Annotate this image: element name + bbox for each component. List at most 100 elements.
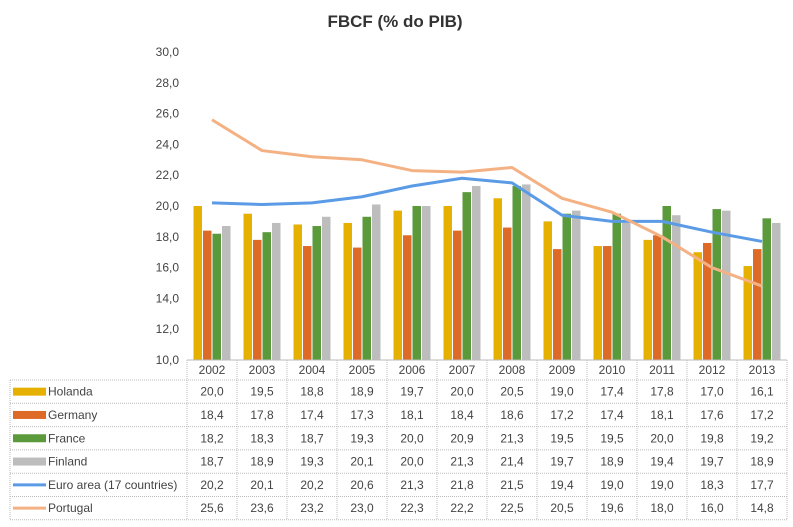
data-label: 20,0 — [400, 455, 424, 469]
y-tick-label: 18,0 — [156, 230, 180, 244]
bar-holanda — [443, 206, 452, 360]
data-label: 18,4 — [200, 408, 224, 422]
data-label: 17,2 — [550, 408, 574, 422]
bar-finland — [572, 210, 581, 360]
data-label: 17,8 — [250, 408, 274, 422]
y-tick-label: 12,0 — [156, 322, 180, 336]
x-tick-label: 2006 — [399, 363, 426, 377]
y-tick-label: 10,0 — [156, 353, 180, 367]
bar-france — [212, 233, 221, 360]
data-label: 20,0 — [450, 385, 474, 399]
bar-france — [262, 232, 271, 360]
data-label: 19,0 — [550, 385, 574, 399]
y-tick-label: 16,0 — [156, 261, 180, 275]
bar-france — [712, 209, 721, 360]
data-label: 19,7 — [700, 455, 724, 469]
bar-germany — [603, 246, 612, 360]
bar-holanda — [593, 246, 602, 360]
x-tick-label: 2011 — [649, 363, 675, 377]
data-label: 22,3 — [400, 501, 424, 515]
bar-germany — [253, 239, 262, 360]
x-tick-label: 2007 — [449, 363, 476, 377]
data-label: 19,8 — [700, 431, 724, 445]
bar-germany — [403, 235, 412, 360]
bar-holanda — [743, 266, 752, 360]
bar-france — [762, 218, 771, 360]
data-label: 18,9 — [600, 455, 624, 469]
data-label: 19,3 — [350, 431, 374, 445]
bar-holanda — [543, 221, 552, 360]
legend-swatch — [13, 434, 46, 443]
data-label: 17,4 — [300, 408, 324, 422]
legend-label: France — [48, 431, 86, 445]
data-label: 20,0 — [400, 431, 424, 445]
data-label: 19,5 — [250, 385, 274, 399]
bar-holanda — [393, 210, 402, 360]
x-tick-label: 2003 — [249, 363, 276, 377]
y-tick-label: 28,0 — [156, 76, 180, 90]
legend-label: Finland — [48, 455, 87, 469]
bar-germany — [703, 242, 712, 360]
data-label: 20,6 — [350, 478, 374, 492]
data-label: 19,5 — [550, 431, 574, 445]
bar-finland — [322, 216, 331, 360]
legend-label: Germany — [48, 408, 97, 422]
bar-france — [462, 192, 471, 360]
y-tick-label: 26,0 — [156, 107, 180, 121]
data-label: 21,8 — [450, 478, 474, 492]
bar-holanda — [293, 224, 302, 360]
bar-finland — [272, 222, 281, 360]
bar-france — [412, 206, 421, 360]
data-label: 20,1 — [250, 478, 274, 492]
data-label: 18,1 — [400, 408, 424, 422]
bar-finland — [672, 215, 681, 360]
bar-germany — [353, 247, 362, 360]
data-label: 20,5 — [550, 501, 574, 515]
bar-germany — [653, 235, 662, 360]
data-label: 18,3 — [700, 478, 724, 492]
data-label: 17,2 — [750, 408, 774, 422]
bar-holanda — [493, 198, 502, 360]
data-label: 18,7 — [300, 431, 324, 445]
data-label: 17,6 — [700, 408, 724, 422]
data-label: 14,8 — [750, 501, 774, 515]
data-label: 19,7 — [400, 385, 424, 399]
y-tick-label: 24,0 — [156, 137, 180, 151]
data-label: 22,2 — [450, 501, 474, 515]
x-tick-label: 2013 — [749, 363, 776, 377]
y-tick-label: 30,0 — [156, 45, 180, 59]
data-label: 17,4 — [600, 385, 624, 399]
bar-holanda — [693, 252, 702, 360]
data-label: 21,3 — [450, 455, 474, 469]
data-label: 20,2 — [300, 478, 324, 492]
data-label: 18,9 — [750, 455, 774, 469]
x-tick-label: 2002 — [199, 363, 226, 377]
bar-finland — [222, 226, 231, 360]
data-label: 25,6 — [200, 501, 224, 515]
data-label: 19,5 — [600, 431, 624, 445]
data-label: 20,5 — [500, 385, 524, 399]
data-label: 19,3 — [300, 455, 324, 469]
data-label: 20,9 — [450, 431, 474, 445]
data-label: 19,7 — [550, 455, 574, 469]
data-label: 18,8 — [300, 385, 324, 399]
data-label: 17,7 — [750, 478, 774, 492]
x-tick-label: 2005 — [349, 363, 376, 377]
bar-france — [562, 213, 571, 360]
data-label: 17,0 — [700, 385, 724, 399]
bar-germany — [553, 249, 562, 360]
data-label: 17,8 — [650, 385, 674, 399]
data-label: 19,0 — [650, 478, 674, 492]
data-label: 17,3 — [350, 408, 374, 422]
bar-germany — [303, 246, 312, 360]
legend-swatch — [13, 457, 46, 466]
bar-france — [512, 185, 521, 360]
x-tick-label: 2012 — [699, 363, 726, 377]
bar-holanda — [243, 213, 252, 360]
x-tick-label: 2004 — [299, 363, 326, 377]
y-tick-label: 20,0 — [156, 199, 180, 213]
data-label: 20,1 — [350, 455, 374, 469]
legend-swatch — [13, 410, 46, 419]
